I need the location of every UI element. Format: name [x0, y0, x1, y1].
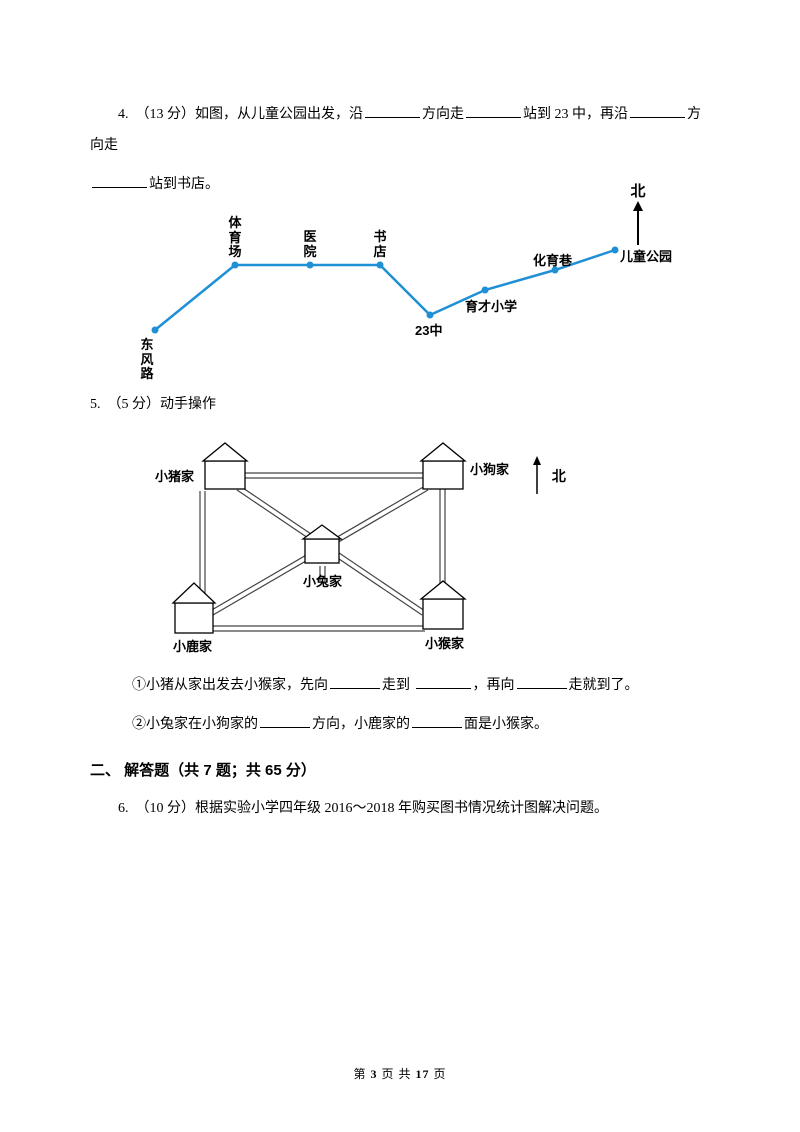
diagram-houses: 小猪家 小狗家 小兔家 小鹿家 小猴家 北 [145, 431, 575, 661]
blank [365, 101, 420, 118]
q5-sub2: ②小兔家在小狗家的 方向，小鹿家的 面是小猴家。 [104, 710, 710, 741]
label-tiyuchang: 体育场 [228, 216, 242, 259]
north-indicator: 北 [630, 180, 646, 250]
footer-total: 17 [416, 1067, 430, 1081]
blank [517, 672, 567, 689]
footer-a: 第 [353, 1067, 370, 1081]
blank [260, 711, 310, 728]
section-2-title: 二、 解答题（共 7 题；共 65 分） [90, 759, 710, 780]
q5-sub1-b: 走到 [382, 678, 414, 693]
blank [630, 101, 685, 118]
label-ertong: 儿童公园 [620, 246, 672, 265]
q5-sub1-d: 走就到了。 [569, 678, 639, 693]
blank [466, 101, 521, 118]
q5-sub2-a: ②小兔家在小狗家的 [132, 717, 258, 732]
footer-e: 页 [430, 1067, 447, 1081]
q5-sub2-c: 面是小猴家。 [464, 717, 548, 732]
blank [416, 672, 471, 689]
north-label-2: 北 [552, 468, 566, 484]
label-rabbit: 小兔家 [303, 571, 342, 590]
question-5-header: 5. （5 分）动手操作 [90, 390, 710, 421]
q5-sub1: ①小猪从家出发去小猴家，先向 走到 ，再向 走就到了。 [104, 671, 710, 702]
label-monkey: 小猴家 [425, 633, 464, 652]
q4-text-a: 4. （13 分）如图，从儿童公园出发，沿 [118, 107, 363, 122]
diagram-route: 东风路 体育场 医院 书店 23中 育才小学 化育巷 儿童公园 北 [120, 210, 680, 380]
blank [330, 672, 380, 689]
label-deer: 小鹿家 [173, 636, 212, 655]
label-huayu: 化育巷 [533, 250, 572, 269]
q5-sub1-a: ①小猪从家出发去小猴家，先向 [132, 678, 328, 693]
q5-sub2-b: 方向，小鹿家的 [312, 717, 410, 732]
north-label: 北 [630, 180, 646, 201]
blank [412, 711, 462, 728]
question-4: 4. （13 分）如图，从儿童公园出发，沿方向走站到 23 中，再沿方向走 [90, 100, 710, 162]
label-dog: 小狗家 [470, 459, 509, 478]
north-indicator-2: 北 [530, 456, 566, 496]
question-4-line2: 站到书店。 [90, 170, 710, 201]
footer-c: 页 共 [377, 1067, 415, 1081]
label-shudian: 书店 [373, 230, 387, 259]
label-yiyuan: 医院 [303, 230, 317, 259]
blank [92, 171, 147, 188]
question-6: 6. （10 分）根据实验小学四年级 2016～2018 年购买图书情况统计图解… [90, 794, 710, 825]
label-dongfenglu: 东风路 [140, 338, 154, 381]
q4-text-b: 方向走 [422, 107, 464, 122]
label-pig: 小猪家 [155, 466, 194, 485]
page-footer: 第 3 页 共 17 页 [0, 1065, 800, 1082]
label-23zhong: 23中 [415, 320, 442, 339]
label-yucai: 育才小学 [465, 296, 517, 315]
q4-text-e: 站到书店。 [149, 177, 219, 192]
q5-sub1-c: ，再向 [473, 678, 515, 693]
q4-text-c: 站到 23 中，再沿 [523, 107, 628, 122]
